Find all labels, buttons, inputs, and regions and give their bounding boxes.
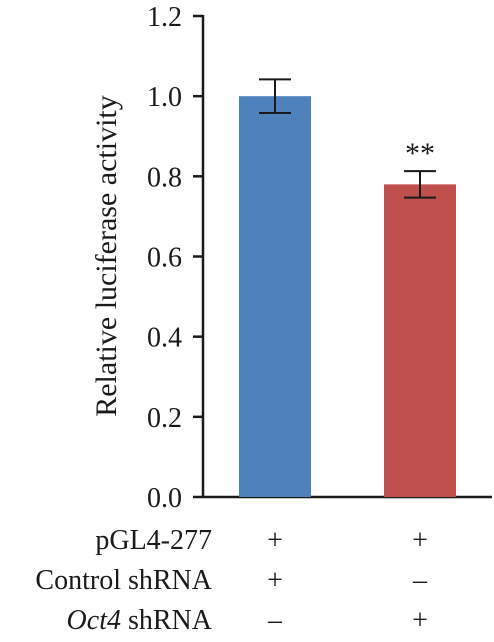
y-tick-label: 0.8 — [147, 162, 182, 193]
condition-value: + — [267, 525, 283, 556]
y-tick-label: 1.0 — [147, 82, 182, 113]
condition-value: + — [412, 605, 428, 636]
axes: 0.0 0.2 0.4 0.6 0.8 1.0 1.2 — [147, 2, 492, 514]
y-tick-label: 0.2 — [147, 403, 182, 434]
y-tick-label: 0.4 — [147, 323, 182, 354]
y-tick-label: 0.6 — [147, 243, 182, 274]
bar — [239, 96, 311, 498]
condition-value: – — [267, 605, 283, 636]
condition-row-label: Control shRNA — [35, 565, 212, 596]
y-tick-label: 1.2 — [147, 2, 182, 33]
y-tick-label: 0.0 — [147, 483, 182, 514]
bar — [384, 184, 456, 497]
condition-table: pGL4-277 + + Control shRNA + – Oct4 shRNA – + — [35, 525, 428, 636]
condition-value: – — [412, 565, 428, 596]
bars: ** — [239, 78, 456, 498]
significance-label: ** — [405, 137, 435, 170]
y-axis-label: Relative luciferase activity — [90, 95, 123, 417]
condition-row-label: pGL4-277 — [95, 525, 212, 556]
condition-row-label: Oct4 shRNA — [67, 605, 213, 636]
condition-value: + — [412, 525, 428, 556]
condition-value: + — [267, 565, 283, 596]
